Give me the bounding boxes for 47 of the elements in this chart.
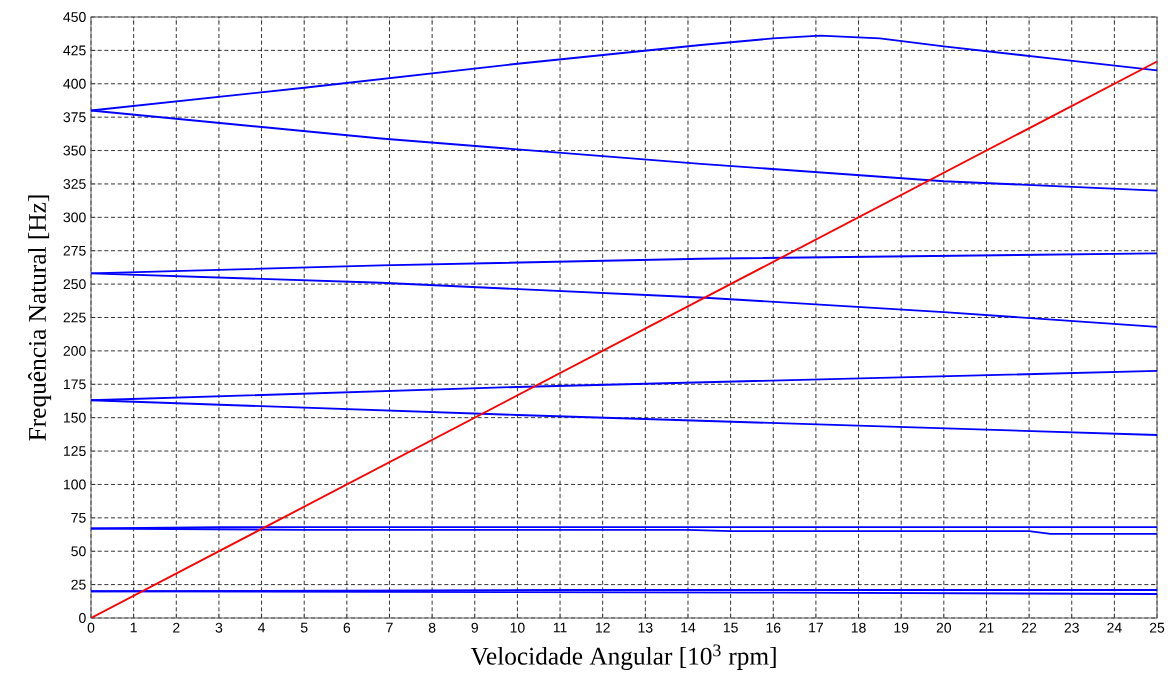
- x-tick-label: 19: [894, 622, 909, 633]
- y-tick-label: 100: [64, 479, 86, 490]
- x-tick-label: 16: [766, 622, 781, 633]
- x-tick-label: 25: [1149, 622, 1165, 633]
- x-tick-label: 10: [510, 622, 525, 633]
- y-tick-label: 350: [63, 145, 86, 156]
- x-tick-label: 24: [1107, 622, 1122, 633]
- x-tick-label: 17: [809, 622, 823, 633]
- x-tick-label: 22: [1022, 622, 1037, 633]
- x-tick-label: 4: [257, 622, 266, 633]
- y-tick-label: 325: [63, 178, 86, 189]
- x-tick-label: 14: [681, 622, 696, 633]
- x-tick-label: 8: [428, 622, 436, 633]
- y-tick-label: 225: [63, 312, 86, 323]
- x-tick-label: 11: [553, 622, 567, 633]
- x-tick-label: 7: [386, 622, 393, 633]
- y-tick-label: 0: [79, 613, 86, 623]
- y-tick-label: 50: [71, 546, 86, 557]
- x-tick-label: 2: [173, 622, 180, 633]
- x-tick-label: 3: [215, 622, 223, 633]
- y-tick-label: 75: [71, 512, 86, 523]
- y-tick-label: 400: [63, 78, 86, 89]
- y-axis-title: Frequência Natural [Hz]: [28, 195, 52, 441]
- x-tick-label: 6: [343, 622, 351, 633]
- x-tick-label: 21: [979, 622, 994, 633]
- y-tick-label: 425: [63, 45, 86, 56]
- x-tick-label: 9: [471, 622, 478, 633]
- y-tick-label: 125: [64, 446, 86, 457]
- y-tick-label: 200: [63, 345, 86, 356]
- y-tick-label: 250: [63, 279, 86, 290]
- y-tick-label: 275: [63, 245, 86, 256]
- x-tick-label: 1: [130, 622, 137, 633]
- y-tick-label: 25: [71, 579, 86, 590]
- y-tick-label: 175: [64, 379, 86, 390]
- x-tick-label: 18: [851, 622, 866, 633]
- x-tick-label: 20: [936, 622, 952, 633]
- x-tick-label: 15: [723, 622, 738, 633]
- x-axis-title: Velocidade Angular [10$^{3}$ rpm]: [470, 644, 776, 671]
- y-tick-label: 300: [63, 212, 86, 223]
- y-tick-label: 375: [63, 112, 86, 123]
- y-tick-label: 150: [64, 412, 86, 423]
- y-tick-label: 450: [63, 12, 86, 22]
- x-tick-label: 5: [300, 622, 308, 633]
- x-tick-label: 12: [595, 622, 610, 633]
- x-tick-label: 23: [1064, 622, 1079, 633]
- x-tick-label: 13: [638, 622, 653, 633]
- x-tick-label: 0: [87, 622, 95, 633]
